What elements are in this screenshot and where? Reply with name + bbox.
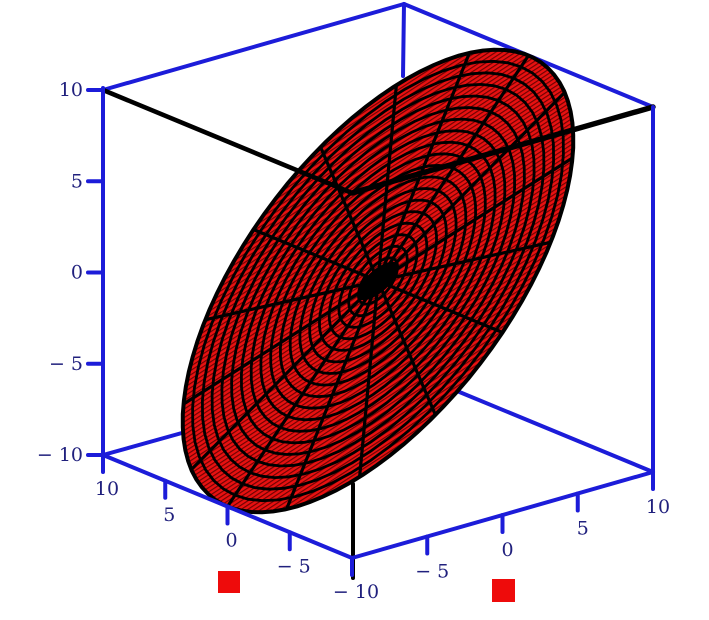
x-tick-label: 10 xyxy=(95,478,119,500)
mesh-spoke xyxy=(203,280,377,322)
mesh-spoke xyxy=(318,145,379,280)
z-tick-label: 10 xyxy=(59,79,83,101)
mesh-spoke xyxy=(181,281,376,406)
z-tick-label: 0 xyxy=(71,262,83,284)
y-tick-label: 10 xyxy=(646,496,670,518)
box-edge-bottom-right-back-visible-part xyxy=(455,389,655,474)
box-back-edges xyxy=(101,2,655,474)
mesh-spoke xyxy=(378,280,505,335)
mesh-spoke xyxy=(378,51,471,279)
y-tick-label: − 5 xyxy=(415,561,449,583)
mesh-spoke xyxy=(251,227,378,282)
z-tick-label: − 10 xyxy=(37,444,83,466)
z-tick-label: − 5 xyxy=(49,353,83,375)
box-edge-top-left-back xyxy=(101,2,406,92)
mesh-spoke xyxy=(285,283,378,511)
x-tick-label: − 10 xyxy=(333,581,379,603)
mesh-center-blob xyxy=(357,261,399,301)
mesh-spoke xyxy=(377,282,438,417)
mesh-ring xyxy=(239,117,517,445)
mesh-spoke xyxy=(358,283,380,479)
mesh-spoke xyxy=(189,283,376,472)
legend-square-x-axis xyxy=(218,571,240,593)
mesh-spoke xyxy=(225,283,377,509)
x-tick-label: − 5 xyxy=(277,555,311,577)
box-edge-bottom-left-back-visible-part xyxy=(101,429,191,457)
legend xyxy=(218,571,515,602)
y-tick-label: 5 xyxy=(577,518,589,540)
y-tick-label: 0 xyxy=(501,539,513,561)
x-tick-label: 0 xyxy=(225,530,237,552)
legend-square-y-axis xyxy=(492,579,515,602)
box-edge-front-top-left xyxy=(100,87,355,196)
mesh-spoke xyxy=(380,156,575,281)
x-tick-label: 5 xyxy=(163,504,175,526)
mesh-ring xyxy=(200,71,556,491)
surface-disk xyxy=(180,47,576,515)
mesh-spoke xyxy=(380,90,567,279)
mesh-spoke xyxy=(379,240,553,282)
box-edge-front-top-right xyxy=(349,104,656,196)
axes: 10 5 0 − 5 − 10 10 5 0 − 5 − 10 − 5 0 5 10 xyxy=(37,79,670,603)
box-edge-back-vertical-visible-part xyxy=(401,2,406,78)
z-tick-label: 5 xyxy=(71,170,83,192)
